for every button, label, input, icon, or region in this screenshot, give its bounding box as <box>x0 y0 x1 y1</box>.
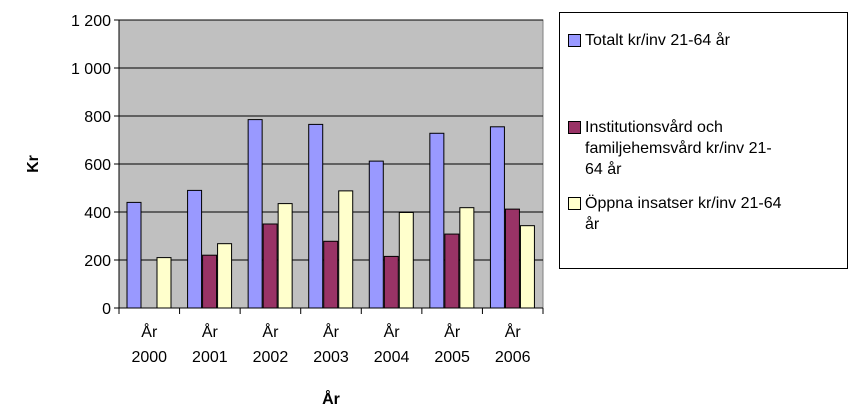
x-tick-label: 2005 <box>434 349 470 366</box>
bar <box>429 132 445 309</box>
x-tick-label: År <box>202 322 219 341</box>
x-tick-label: År <box>141 322 158 341</box>
x-tick-label: År <box>384 322 401 341</box>
x-tick-label: 2006 <box>495 349 531 366</box>
legend-label-oppna-insatser: Öppna insatser kr/inv 21-64 år <box>585 193 847 235</box>
x-tick-label: 2000 <box>131 349 167 366</box>
y-axis-title: Kr <box>25 155 42 173</box>
bar <box>323 240 339 309</box>
y-tick-label: 800 <box>84 109 111 126</box>
legend-label-institutionsvard: Institutionsvård och familjehemsvård kr/… <box>585 117 847 180</box>
x-tick-label: 2004 <box>374 349 410 366</box>
x-tick-label: År <box>323 322 340 341</box>
y-tick-labels: 0 200 400 600 800 1 000 1 200 <box>71 13 111 318</box>
legend-label-line: 64 år <box>585 161 622 178</box>
bar <box>519 225 535 309</box>
x-tick-label: År <box>262 322 279 341</box>
bar <box>308 123 324 309</box>
bar <box>262 223 278 309</box>
x-tick-label: År <box>505 322 522 341</box>
bar <box>338 190 354 309</box>
y-tick-label: 600 <box>84 157 111 174</box>
legend-swatch-oppna-insatser <box>568 197 581 210</box>
bar <box>489 126 505 309</box>
legend-label-totalt: Totalt kr/inv 21-64 år <box>585 30 847 51</box>
bars <box>126 119 535 309</box>
bar <box>126 201 142 309</box>
legend-label-line: år <box>585 216 600 233</box>
axes <box>114 19 544 314</box>
legend-item-institutionsvard: Institutionsvård och familjehemsvård kr/… <box>568 117 847 180</box>
bar <box>156 257 172 309</box>
legend-swatch-institutionsvard <box>568 121 581 134</box>
x-tick-labels: År 2000 År 2001 År 2002 År 2003 År 2004 År 2005 År 20… <box>131 322 530 366</box>
bar <box>202 254 218 309</box>
legend-label-line: Öppna insatser kr/inv 21-64 <box>585 195 782 212</box>
bar <box>247 119 263 309</box>
legend-label-line: familjehemsvård kr/inv 21- <box>585 140 772 157</box>
bar <box>398 211 414 309</box>
x-tick-label: 2003 <box>313 349 349 366</box>
bar <box>187 189 203 309</box>
legend-swatch-totalt <box>568 34 581 47</box>
bar <box>504 208 520 309</box>
bar <box>368 160 384 309</box>
y-tick-label: 1 200 <box>71 13 111 30</box>
legend-item-oppna-insatser: Öppna insatser kr/inv 21-64 år <box>568 193 847 235</box>
bar <box>383 255 399 309</box>
x-tick-label: 2001 <box>192 349 228 366</box>
y-tick-label: 1 000 <box>71 61 111 78</box>
x-axis-title: År <box>322 389 340 408</box>
bar <box>444 233 460 309</box>
y-tick-label: 400 <box>84 205 111 222</box>
bar <box>459 207 475 309</box>
legend-label-line: Institutionsvård och <box>585 119 723 136</box>
bar <box>277 203 293 309</box>
legend-label-line: Totalt kr/inv 21-64 år <box>585 32 730 49</box>
bar <box>217 243 233 309</box>
legend: Totalt kr/inv 21-64 år Institutionsvård … <box>559 12 848 269</box>
y-tick-label: 0 <box>102 301 111 318</box>
x-tick-label: 2002 <box>253 349 289 366</box>
y-tick-label: 200 <box>84 253 111 270</box>
legend-item-totalt: Totalt kr/inv 21-64 år <box>568 30 847 51</box>
x-tick-label: År <box>444 322 461 341</box>
